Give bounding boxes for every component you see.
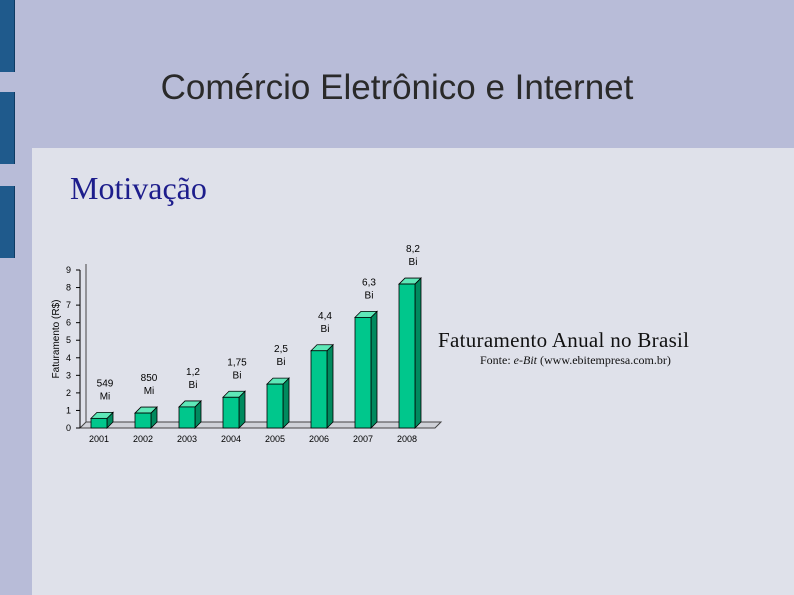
- y-tick-label: 4: [66, 353, 71, 363]
- y-tick-label: 7: [66, 300, 71, 310]
- x-tick-label: 2004: [221, 434, 241, 444]
- slide-title: Comércio Eletrônico e Internet: [160, 68, 634, 107]
- bar-2003: [178, 406, 196, 429]
- bar-2007: [354, 316, 372, 429]
- bar-2005: [266, 383, 284, 429]
- data-label-unit: Bi: [409, 257, 418, 268]
- accent-bar-middle: [0, 92, 15, 164]
- x-tick-label: 2008: [397, 434, 417, 444]
- data-label-value: 4,4: [318, 311, 332, 322]
- y-tick-label: 3: [66, 370, 71, 380]
- data-label-unit: Bi: [365, 290, 374, 301]
- bar-2008: [398, 283, 416, 429]
- data-label-unit: Bi: [277, 357, 286, 368]
- data-label-value: 8,2: [406, 244, 420, 255]
- accent-bar-top: [0, 0, 15, 72]
- bar-side-2006: [326, 343, 334, 429]
- data-label-value: 850: [141, 373, 158, 384]
- y-tick-label: 1: [66, 405, 71, 415]
- y-tick-label: 2: [66, 388, 71, 398]
- bar-2002: [134, 412, 152, 429]
- accent-bar-bottom: [0, 186, 15, 258]
- y-tick-label: 8: [66, 283, 71, 293]
- y-tick-label: 0: [66, 423, 71, 433]
- data-label-unit: Mi: [100, 391, 111, 402]
- bar-2004: [222, 396, 240, 429]
- x-tick-label: 2001: [89, 434, 109, 444]
- data-label-unit: Bi: [321, 324, 330, 335]
- slide-subtitle: Motivação: [70, 170, 207, 206]
- data-label-unit: Bi: [233, 370, 242, 381]
- y-tick-label: 5: [66, 335, 71, 345]
- chart-source: Fonte: e-Bit (www.ebitempresa.com.br): [480, 353, 671, 368]
- data-label-value: 549: [97, 378, 114, 389]
- data-label-value: 1,75: [227, 357, 247, 368]
- data-label-value: 1,2: [186, 367, 200, 378]
- chart-floor: [78, 421, 443, 429]
- data-label-value: 6,3: [362, 277, 376, 288]
- y-tick-label: 9: [66, 265, 71, 275]
- bar-side-2008: [414, 277, 422, 429]
- chart-caption-title: Faturamento Anual no Brasil: [438, 328, 690, 352]
- data-label-unit: Bi: [189, 380, 198, 391]
- chart-source-suffix: (www.ebitempresa.com.br): [537, 353, 671, 367]
- x-tick-label: 2002: [133, 434, 153, 444]
- chart-source-prefix: Fonte:: [480, 353, 514, 367]
- data-label-value: 2,5: [274, 344, 288, 355]
- data-label-unit: Mi: [144, 386, 155, 397]
- y-tick-label: 6: [66, 318, 71, 328]
- bar-side-2005: [282, 377, 290, 429]
- y-axis-label: Faturamento (R$): [51, 300, 62, 379]
- bar-side-2007: [370, 310, 378, 429]
- x-tick-label: 2006: [309, 434, 329, 444]
- x-tick-label: 2007: [353, 434, 373, 444]
- chart-source-name: e-Bit: [513, 353, 537, 367]
- x-tick-label: 2005: [265, 434, 285, 444]
- bar-2001: [90, 417, 108, 429]
- x-tick-label: 2003: [177, 434, 197, 444]
- bar-2006: [310, 350, 328, 429]
